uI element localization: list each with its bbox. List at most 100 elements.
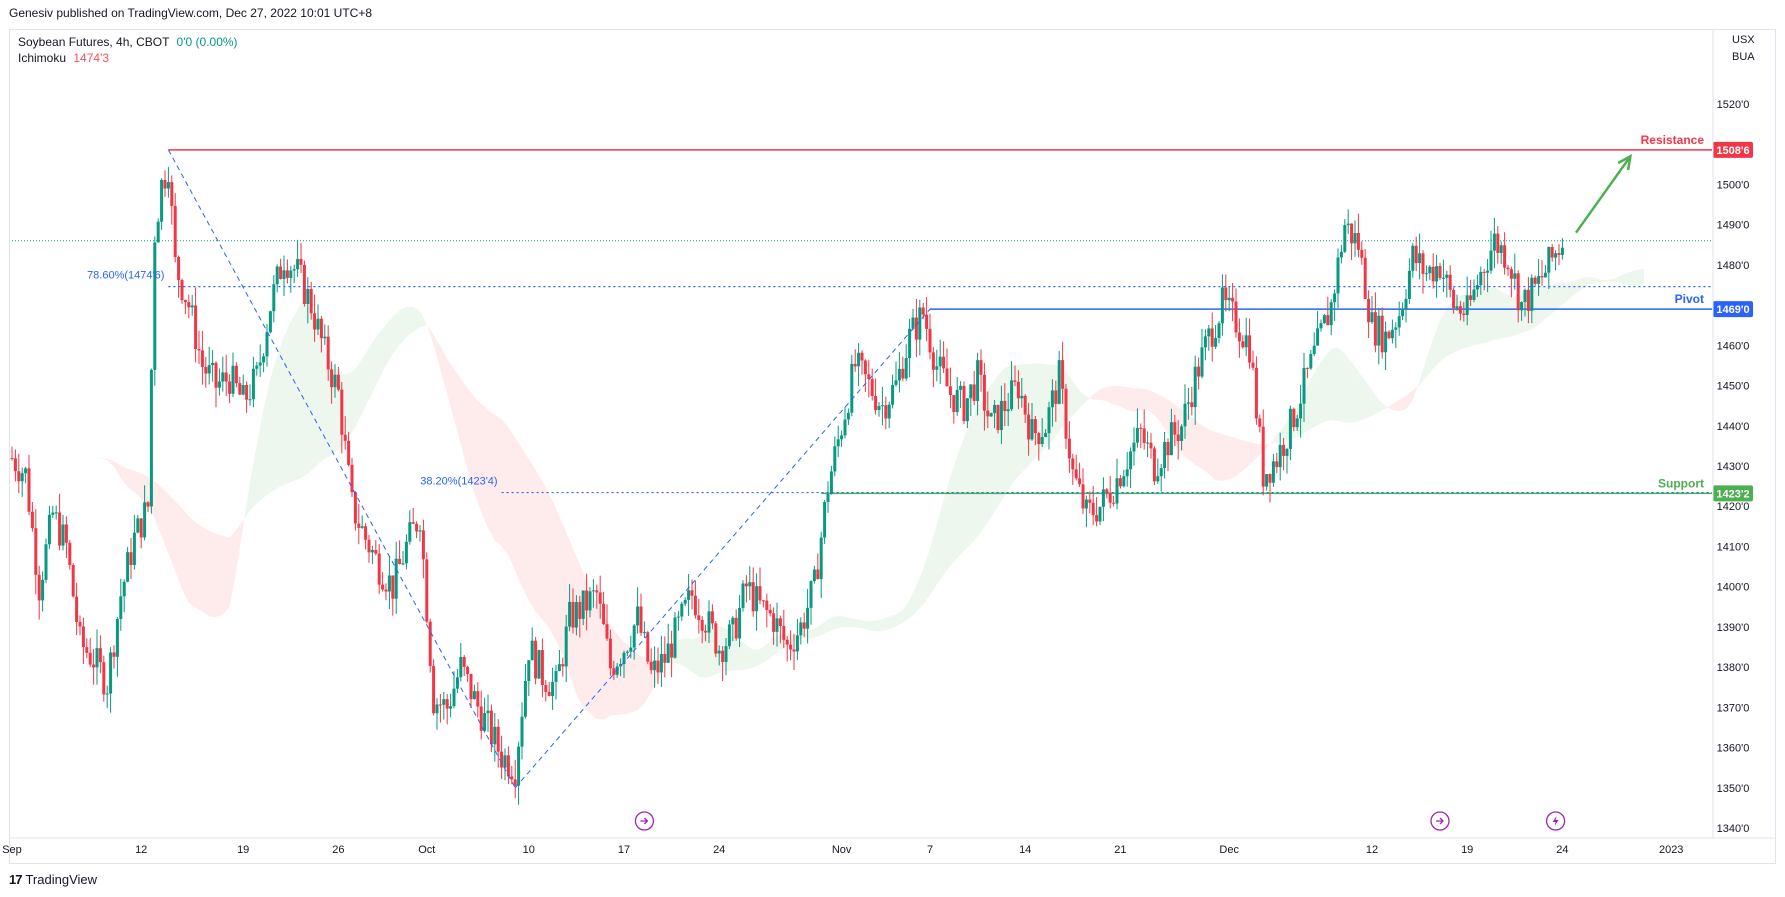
- cloud-segment: [1154, 392, 1162, 424]
- candle-body: [394, 558, 398, 599]
- candle-body: [1088, 499, 1092, 503]
- time-tick-label: 21: [1114, 844, 1126, 856]
- candle-body: [993, 404, 997, 414]
- brand-footer[interactable]: 17 TradingView: [9, 872, 97, 887]
- candle-body: [268, 311, 272, 333]
- cloud-segment: [637, 653, 645, 711]
- indicator-row[interactable]: Ichimoku 1474'3: [18, 50, 238, 66]
- cloud-segment: [1072, 381, 1080, 416]
- price-tag-bg: [1713, 485, 1753, 502]
- currency-label[interactable]: USX: [1732, 34, 1755, 46]
- candle-body: [1363, 257, 1367, 299]
- candle-body: [425, 559, 429, 622]
- cloud-segment: [1372, 390, 1379, 416]
- candle-body: [540, 650, 544, 686]
- candle-body: [1472, 289, 1476, 300]
- candle-body: [700, 620, 704, 631]
- candle-body: [1098, 506, 1102, 522]
- candle-body: [547, 691, 551, 696]
- level-lines: Resistance 1508'6 Pivot 1469'0 Support 1423'2: [12, 133, 1753, 502]
- candle-body: [1353, 232, 1357, 244]
- candle-body: [149, 369, 153, 507]
- candle-body: [768, 609, 772, 614]
- candle-body: [1414, 245, 1418, 264]
- cloud-segment: [896, 609, 903, 627]
- candle-body: [1016, 381, 1020, 399]
- cloud-segment: [386, 316, 393, 366]
- candle-body: [449, 706, 453, 709]
- price-tag-pivot: 1469'0: [1716, 304, 1749, 316]
- cloud-segment: [202, 527, 210, 617]
- candle-body: [462, 656, 466, 667]
- candle-body: [272, 284, 276, 312]
- candle-body: [1537, 276, 1541, 284]
- cloud-segment: [1004, 365, 1012, 495]
- candle-body: [370, 549, 374, 553]
- cloud-segment: [209, 530, 216, 618]
- candle-body: [170, 182, 174, 206]
- candle-body: [126, 552, 130, 582]
- candle-body: [846, 412, 850, 420]
- candle-body: [1227, 297, 1231, 301]
- cloud-segment: [229, 529, 237, 607]
- annotations: 78.60%(1474'6) 38.20%(1423'4): [87, 149, 1712, 831]
- candle-body: [296, 258, 300, 270]
- candle-body: [1411, 245, 1415, 271]
- cloud-segment: [216, 533, 223, 618]
- time-tick-label: 10: [523, 844, 535, 856]
- price-tick-label: 1400'0: [1717, 582, 1750, 594]
- cloud-segment: [1378, 399, 1386, 413]
- candle-body: [680, 603, 684, 617]
- candle-body: [37, 574, 41, 601]
- candle-body: [1526, 289, 1530, 311]
- candle-body: [646, 632, 650, 662]
- candle-body: [1438, 266, 1442, 278]
- candle-body: [1234, 301, 1238, 333]
- candle-body: [30, 511, 34, 529]
- candle-body: [568, 601, 572, 627]
- time-tick-label: Dec: [1219, 844, 1239, 856]
- candle-body: [1360, 249, 1364, 258]
- cloud-segment: [1113, 385, 1121, 407]
- price-tag-bg: [1713, 301, 1753, 318]
- candle-body: [109, 652, 113, 694]
- cloud-segment: [855, 618, 862, 629]
- price-tick-label: 1490'0: [1717, 220, 1750, 232]
- candle-body: [1329, 302, 1333, 326]
- cloud-segment: [1127, 387, 1134, 412]
- cloud-segment: [882, 616, 890, 632]
- candle-body: [54, 512, 58, 514]
- cloud-segment: [753, 649, 760, 668]
- candle-body: [442, 699, 446, 705]
- candle-body: [687, 590, 691, 600]
- candle-body: [105, 693, 109, 695]
- candle-body: [1152, 448, 1156, 482]
- candle-body: [255, 365, 259, 369]
- candle-body: [853, 363, 857, 367]
- price-tick-label: 1460'0: [1717, 340, 1750, 352]
- candle-body: [1506, 267, 1510, 270]
- cloud-segment: [188, 516, 196, 608]
- unit-label[interactable]: BUA: [1732, 51, 1755, 63]
- candle-body: [279, 266, 283, 279]
- price-change: 0'0 (0.00%): [176, 35, 238, 49]
- price-tick-label: 1520'0: [1717, 99, 1750, 111]
- candle-body: [792, 649, 796, 652]
- cloud-segment: [596, 603, 604, 720]
- cloud-segment: [943, 476, 951, 575]
- candle-body: [183, 300, 187, 303]
- time-tick-label: Sep: [2, 844, 22, 856]
- candle-body: [1146, 442, 1150, 444]
- cloud-segment: [909, 586, 917, 618]
- cloud-segment: [1283, 416, 1291, 441]
- candle-body: [863, 360, 867, 375]
- arrow-glyph: [1436, 817, 1444, 825]
- candle-body: [1037, 433, 1041, 445]
- candle-body: [1003, 400, 1007, 412]
- candle-body: [656, 660, 660, 673]
- candle-body: [1479, 271, 1483, 286]
- candle-body: [585, 590, 589, 611]
- cloud-segment: [1589, 276, 1597, 285]
- candle-body: [506, 755, 510, 777]
